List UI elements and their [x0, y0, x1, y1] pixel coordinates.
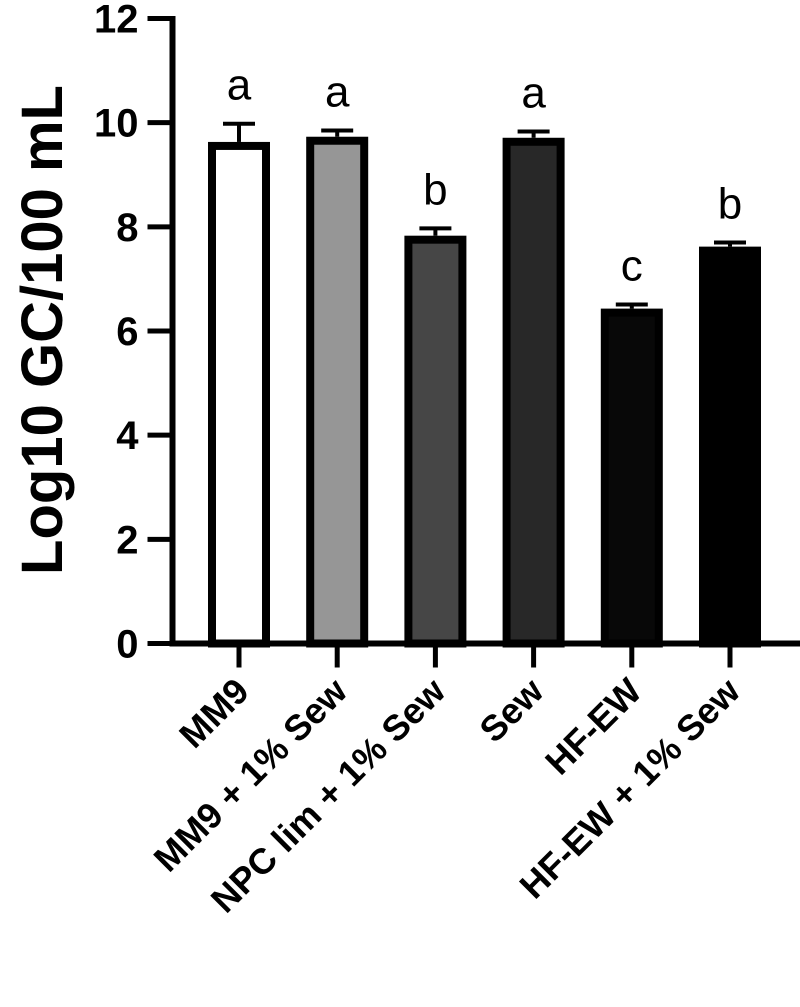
y-tick-label: 2 [116, 518, 138, 562]
bar-1: a [208, 61, 270, 648]
bar-5: c [600, 241, 663, 648]
y-tick-label: 4 [116, 414, 139, 458]
significance-letter: a [521, 69, 546, 118]
y-tick-label: 8 [116, 206, 138, 250]
x-category-label: Sew [471, 669, 552, 750]
y-tick-label: 0 [116, 623, 138, 667]
bar-6: b [699, 179, 761, 648]
significance-letter: b [718, 179, 742, 228]
bar-rect [699, 246, 761, 648]
y-tick-label: 12 [94, 0, 139, 42]
bar-rect [208, 141, 270, 648]
y-axis: 0 2 4 6 8 10 12 [94, 0, 176, 667]
y-tick-label: 10 [94, 102, 139, 146]
significance-letter: b [423, 165, 447, 214]
bar-3: b [404, 165, 467, 648]
bar-4: a [502, 69, 565, 648]
significance-letter: a [227, 61, 252, 110]
bars-group: a a b a c b [208, 61, 761, 648]
bar-rect [306, 136, 369, 648]
significance-letter: c [621, 241, 643, 290]
bar-rect [502, 137, 565, 648]
significance-letter: a [325, 67, 350, 116]
x-category-label: MM9 [171, 670, 257, 756]
bar-rect [600, 308, 663, 648]
y-axis-title: Log10 GC/100 mL [10, 85, 75, 575]
y-tick-label: 6 [116, 310, 138, 354]
bar-rect [404, 235, 467, 648]
bar-2: a [306, 67, 369, 648]
